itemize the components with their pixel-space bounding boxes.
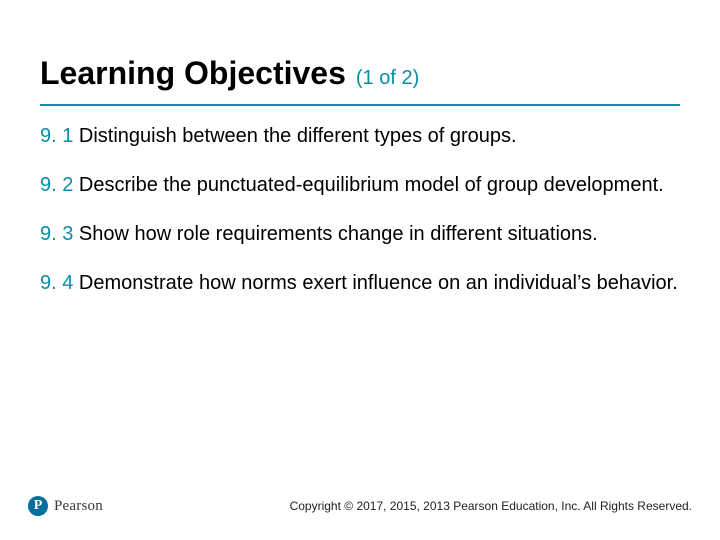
logo-text: Pearson [54,498,103,515]
publisher-logo: P Pearson [28,496,103,516]
objective-text: Distinguish between the different types … [73,125,516,147]
objective-item: 9. 3 Show how role requirements change i… [40,222,680,247]
objective-text: Show how role requirements change in dif… [73,223,597,245]
slide: Learning Objectives (1 of 2) 9. 1 Distin… [0,0,720,540]
page-subtitle: (1 of 2) [356,67,419,90]
objective-item: 9. 4 Demonstrate how norms exert influen… [40,271,680,296]
objective-item: 9. 2 Describe the punctuated-equilibrium… [40,173,680,198]
copyright-text: Copyright © 2017, 2015, 2013 Pearson Edu… [290,499,692,513]
logo-mark-icon: P [28,496,48,516]
objective-number: 9. 3 [40,223,73,245]
objective-number: 9. 1 [40,125,73,147]
objective-number: 9. 4 [40,272,73,294]
title-divider [40,104,680,106]
objective-item: 9. 1 Distinguish between the different t… [40,124,680,149]
title-line: Learning Objectives (1 of 2) [40,55,680,92]
objective-text: Demonstrate how norms exert influence on… [73,272,677,294]
objective-number: 9. 2 [40,174,73,196]
objective-text: Describe the punctuated-equilibrium mode… [73,174,663,196]
footer: P Pearson Copyright © 2017, 2015, 2013 P… [0,496,720,516]
page-title: Learning Objectives [40,55,346,92]
